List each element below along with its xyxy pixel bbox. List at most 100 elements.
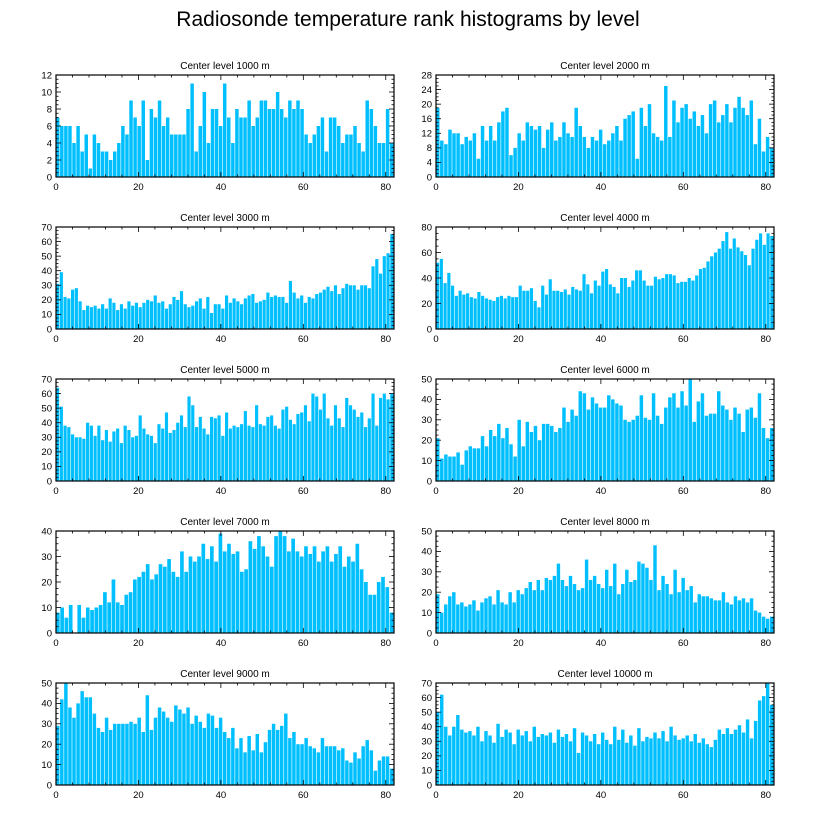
bar <box>721 115 725 177</box>
bar <box>753 144 758 177</box>
bar <box>717 248 721 329</box>
bar <box>444 604 448 633</box>
bar <box>448 735 452 785</box>
y-tick-label: 60 <box>421 693 432 704</box>
bar <box>765 438 770 481</box>
bar <box>464 450 468 481</box>
bar <box>717 729 722 785</box>
bar <box>689 741 693 785</box>
bar <box>281 409 285 481</box>
bar <box>458 290 462 329</box>
bar <box>488 735 492 785</box>
bar <box>668 397 672 481</box>
bar <box>713 600 718 633</box>
bar <box>436 107 440 177</box>
bar <box>737 600 742 633</box>
y-tick-label: 16 <box>421 114 432 125</box>
bar <box>127 430 131 481</box>
bar <box>382 256 386 329</box>
bar <box>377 143 382 177</box>
bar <box>360 285 364 329</box>
panel-6: Center level 6000 m 0 20 40 60 80 0 10 20 30 40 50 <box>421 365 775 497</box>
bar <box>341 427 345 481</box>
bar <box>345 134 349 177</box>
bar <box>367 418 371 481</box>
bar <box>635 158 640 177</box>
bar <box>637 728 641 785</box>
bar <box>247 425 251 481</box>
bar <box>84 697 88 785</box>
x-tick-label: 60 <box>678 182 689 193</box>
bar <box>564 586 569 633</box>
bar <box>702 267 706 329</box>
y-tick-label: 20 <box>41 577 52 588</box>
bar <box>277 428 281 481</box>
bar <box>596 584 601 633</box>
bar <box>382 393 386 481</box>
bar <box>556 729 561 785</box>
bar <box>507 295 511 329</box>
bar <box>353 752 357 785</box>
bar <box>697 594 701 633</box>
bar <box>262 299 266 329</box>
bar <box>288 280 292 329</box>
bar <box>120 604 124 633</box>
bar <box>600 732 605 785</box>
bar <box>76 126 80 177</box>
bar <box>638 270 642 329</box>
bar <box>659 423 664 481</box>
bar <box>133 579 137 633</box>
bar <box>356 289 360 329</box>
bar <box>452 592 456 633</box>
bar <box>247 295 251 329</box>
bar <box>328 117 333 177</box>
x-tick-label: 20 <box>133 486 144 497</box>
bar <box>513 456 517 481</box>
bar <box>655 415 660 481</box>
bar <box>745 115 749 177</box>
bar <box>766 233 770 329</box>
bar <box>621 584 625 633</box>
bar <box>617 739 621 785</box>
bar <box>333 405 338 481</box>
bar <box>520 594 524 633</box>
x-tick-label: 40 <box>596 182 607 193</box>
x-tick-label: 60 <box>298 334 309 345</box>
bar <box>361 151 365 177</box>
y-tick-label: 10 <box>421 608 432 619</box>
bar <box>117 143 121 177</box>
panel-5: Center level 5000 m 0 20 40 60 80 0 10 20 30 40 50 6… <box>41 365 395 497</box>
bar <box>119 443 123 481</box>
bar <box>247 100 251 177</box>
bar <box>693 734 697 785</box>
bar <box>288 419 292 481</box>
bar <box>700 115 705 177</box>
bar <box>669 594 673 633</box>
bar <box>137 717 141 785</box>
bar <box>210 715 215 785</box>
bar <box>619 405 623 481</box>
bar <box>550 425 554 481</box>
bar <box>72 717 76 785</box>
y-tick-label: 0 <box>47 324 52 335</box>
bar <box>598 407 603 481</box>
bar <box>86 422 90 481</box>
bar <box>525 122 530 177</box>
bar <box>762 244 766 329</box>
bar <box>381 576 385 633</box>
bar <box>304 738 308 785</box>
bar <box>713 739 718 785</box>
bar <box>206 434 210 481</box>
bar <box>275 92 280 177</box>
bar <box>97 308 101 329</box>
panel-1: Center level 1000 m 0 20 40 60 80 0 2 4 6 8 10 12 <box>41 61 395 193</box>
bar <box>248 541 253 633</box>
bar <box>725 728 730 785</box>
bar <box>133 117 137 177</box>
bar <box>333 285 338 329</box>
bar <box>755 239 759 329</box>
bar <box>728 248 733 329</box>
bar <box>692 111 697 177</box>
bar <box>509 444 513 481</box>
bar <box>743 255 748 329</box>
